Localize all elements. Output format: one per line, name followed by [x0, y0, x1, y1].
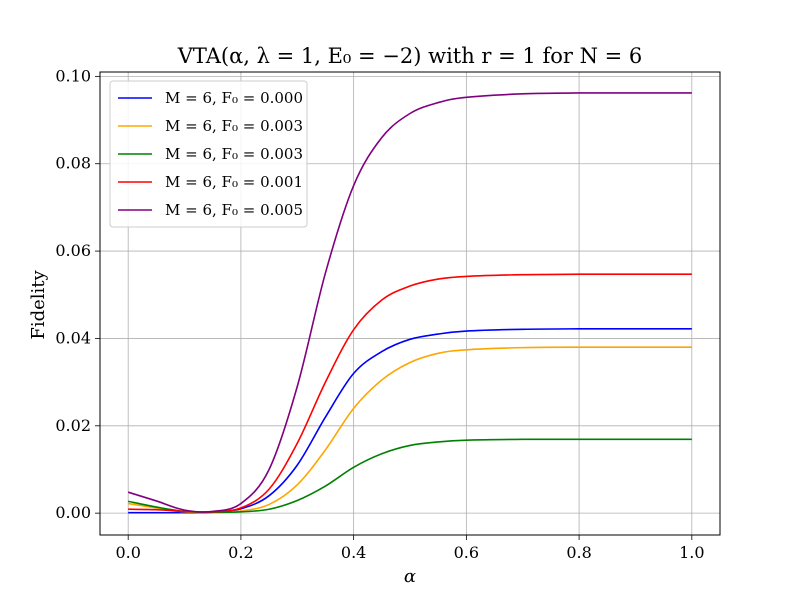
- legend-entry-label: M = 6, F₀ = 0.001: [165, 173, 303, 191]
- series-line-5: [127, 92, 692, 513]
- grid-layer: [100, 72, 720, 535]
- y-tick-label: 0.10: [55, 66, 91, 85]
- chart-title: VTA(α, λ = 1, E₀ = −2) with r = 1 for N …: [177, 44, 643, 68]
- x-tick-label: 0.2: [228, 543, 253, 562]
- x-tick-label: 0.0: [115, 543, 140, 562]
- y-tick-label: 0.02: [55, 416, 91, 435]
- legend-entry-label: M = 6, F₀ = 0.003: [165, 117, 303, 135]
- legend-entry-label: M = 6, F₀ = 0.000: [165, 89, 303, 107]
- x-tick-label: 0.6: [454, 543, 479, 562]
- x-tick-label: 1.0: [679, 543, 704, 562]
- legend-entry-label: M = 6, F₀ = 0.005: [165, 201, 303, 219]
- legend: M = 6, F₀ = 0.000 M = 6, F₀ = 0.003 M = 6,…: [109, 80, 308, 228]
- y-tick-label: 0.06: [55, 241, 91, 260]
- x-tick-label: 0.4: [341, 543, 366, 562]
- y-tick-label: 0.04: [55, 328, 91, 347]
- plot-frame: [99, 71, 721, 536]
- x-axis-label: α: [404, 566, 416, 587]
- y-tick-label: 0.00: [55, 503, 91, 522]
- tick-layer: 0.0 0.2 0.4 0.6 0.8 1.0 0.00 0.02 0.04 0.06 0.08 0.…: [55, 66, 704, 562]
- series-layer: [127, 92, 692, 514]
- legend-box: [109, 80, 308, 228]
- x-tick-label: 0.8: [566, 543, 591, 562]
- y-axis-label: Fidelity: [28, 270, 49, 340]
- legend-entry-label: M = 6, F₀ = 0.003: [165, 145, 303, 163]
- y-tick-label: 0.08: [55, 154, 91, 173]
